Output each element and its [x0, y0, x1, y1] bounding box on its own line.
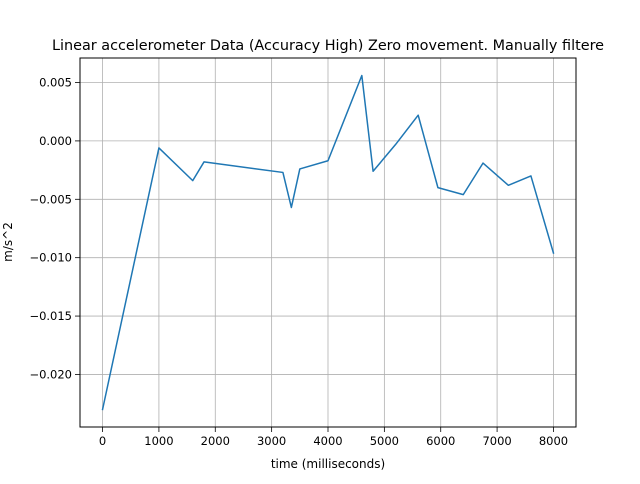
- y-tick-label: −0.005: [29, 192, 72, 206]
- y-axis-ticks: −0.020 −0.015 −0.010 −0.005 0.000 0.005: [29, 76, 80, 381]
- x-tick-label: 4000: [313, 434, 342, 448]
- y-tick-label: 0.005: [39, 76, 72, 90]
- x-tick-label: 2000: [201, 434, 230, 448]
- chart-title: Linear accelerometer Data (Accuracy High…: [52, 38, 604, 54]
- x-axis-ticks: 0 1000 2000 3000 4000 5000 6000 7000 8000: [99, 427, 568, 448]
- y-tick-label: −0.020: [29, 367, 72, 381]
- y-tick-label: −0.015: [29, 309, 72, 323]
- y-axis-label: m/s^2: [1, 222, 15, 262]
- x-tick-label: 6000: [426, 434, 455, 448]
- x-tick-label: 7000: [482, 434, 511, 448]
- y-tick-label: −0.010: [29, 251, 72, 265]
- grid-lines: [80, 58, 576, 427]
- x-tick-label: 0: [99, 434, 106, 448]
- series-line: [101, 74, 555, 411]
- x-tick-label: 1000: [144, 434, 173, 448]
- x-tick-label: 8000: [539, 434, 568, 448]
- series-layer: [101, 74, 555, 411]
- y-tick-label: 0.000: [39, 134, 72, 148]
- x-tick-label: 3000: [257, 434, 286, 448]
- x-tick-label: 5000: [370, 434, 399, 448]
- x-axis-label: time (milliseconds): [271, 457, 385, 471]
